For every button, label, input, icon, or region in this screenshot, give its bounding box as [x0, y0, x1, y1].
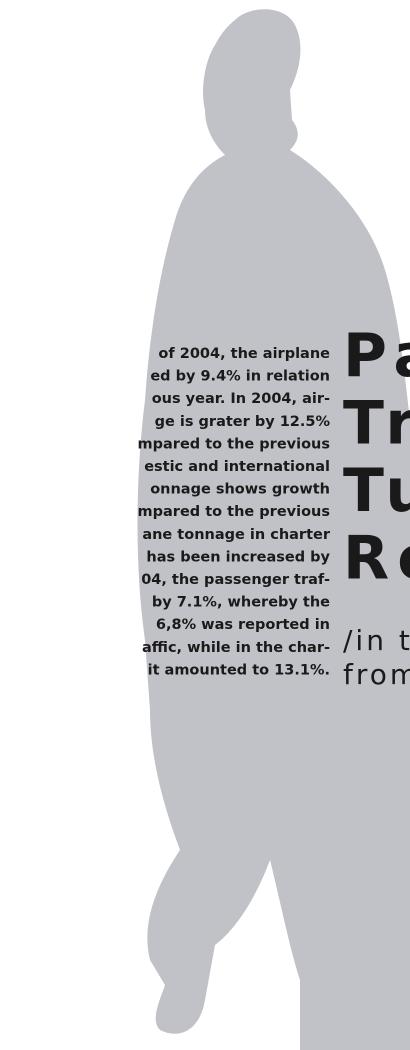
body-line: of 2004, the airplane — [158, 346, 330, 362]
body-line: 04, the passenger traf- — [141, 572, 330, 588]
walking-silhouette — [137, 9, 410, 1050]
body-line: it amounted to 13.1%. — [148, 662, 330, 678]
heading-line: Rev — [343, 524, 410, 594]
body-line: by 7.1%, whereby the — [152, 595, 330, 611]
body-line: ge is grater by 12.5% — [155, 414, 331, 430]
subtitle-line: /in the — [343, 624, 410, 657]
body-line: affic, while in the char- — [142, 640, 330, 656]
body-line: onnage shows growth — [150, 482, 330, 498]
body-line: estic and international — [144, 459, 330, 475]
body-line: 6,8% was reported in — [156, 617, 330, 633]
subtitle-block: /in thefrom 2 — [343, 624, 410, 691]
body-line: ane tonnage in charter — [142, 527, 331, 543]
body-line: mpared to the previous — [138, 504, 330, 520]
body-line: ous year. In 2004, air- — [152, 391, 330, 407]
heading-line: Tur — [343, 456, 410, 526]
subtitle-line: from 2 — [343, 658, 410, 691]
heading-line: Tra — [343, 389, 410, 459]
body-line: has been increased by — [146, 549, 330, 565]
body-text-block: of 2004, the airplane ed by 9.4% in relat… — [138, 346, 331, 678]
heading-block: ParTraTurRev — [343, 321, 410, 594]
heading-line: Par — [343, 321, 410, 391]
body-line: ed by 9.4% in relation — [150, 369, 330, 385]
body-line: mpared to the previous — [138, 436, 330, 452]
